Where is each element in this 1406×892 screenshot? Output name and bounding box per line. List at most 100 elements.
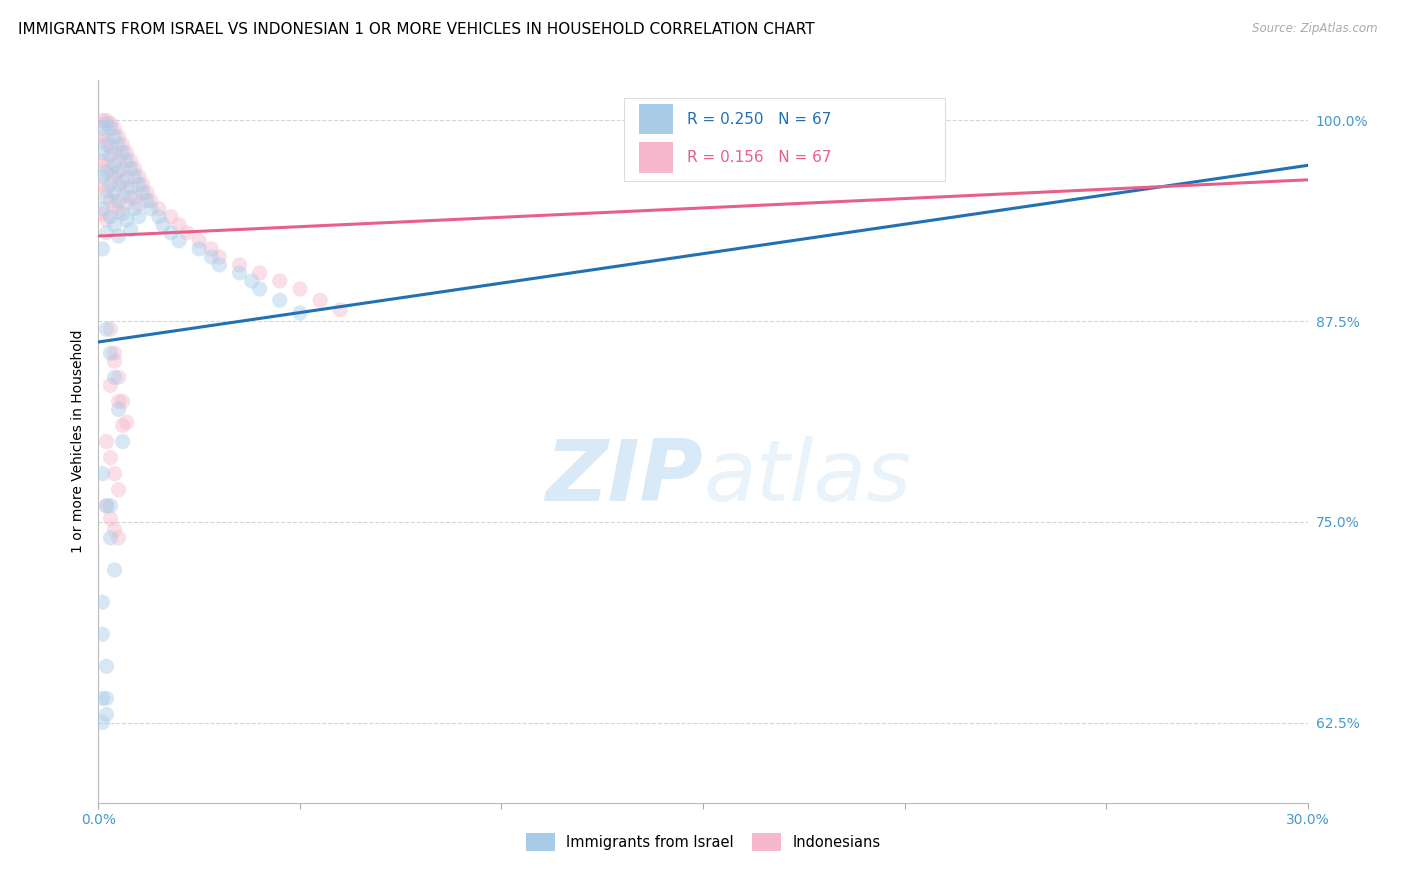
Point xyxy=(128,210,150,224)
Point xyxy=(124,169,146,184)
Point xyxy=(269,274,291,288)
Point xyxy=(152,218,174,232)
Point xyxy=(111,434,134,449)
Point xyxy=(103,121,125,136)
Point xyxy=(124,202,146,216)
Point xyxy=(96,133,118,147)
Point xyxy=(111,189,134,203)
Point xyxy=(115,145,138,160)
Point xyxy=(100,139,122,153)
Point xyxy=(100,511,122,525)
Point xyxy=(91,206,114,220)
Point xyxy=(96,158,118,172)
Point xyxy=(228,258,250,272)
Point xyxy=(100,378,122,392)
Point xyxy=(139,202,162,216)
Text: Source: ZipAtlas.com: Source: ZipAtlas.com xyxy=(1253,22,1378,36)
Point xyxy=(100,194,122,208)
Point xyxy=(120,161,142,176)
Point xyxy=(96,213,118,227)
Point xyxy=(91,169,114,184)
Point xyxy=(107,229,129,244)
Point xyxy=(288,306,311,320)
Point xyxy=(269,293,291,308)
Point xyxy=(96,499,118,513)
Point xyxy=(111,145,134,160)
Point xyxy=(115,181,138,195)
Point xyxy=(100,121,122,136)
Point xyxy=(91,691,114,706)
Point xyxy=(100,149,122,163)
Point xyxy=(96,226,118,240)
Point xyxy=(91,595,114,609)
Point xyxy=(120,181,142,195)
Y-axis label: 1 or more Vehicles in Household: 1 or more Vehicles in Household xyxy=(72,330,86,553)
Point xyxy=(249,282,271,296)
Point xyxy=(135,186,157,200)
Point xyxy=(148,210,170,224)
Point xyxy=(132,186,155,200)
Point xyxy=(100,499,122,513)
Point xyxy=(188,242,211,256)
Point xyxy=(96,184,118,198)
Point xyxy=(103,467,125,481)
Point xyxy=(103,145,125,160)
Point xyxy=(91,202,114,216)
Point xyxy=(107,402,129,417)
Point xyxy=(91,178,114,192)
Point xyxy=(103,171,125,186)
Point xyxy=(135,194,157,208)
Point xyxy=(120,222,142,236)
Point xyxy=(208,250,231,264)
Legend: Immigrants from Israel, Indonesians: Immigrants from Israel, Indonesians xyxy=(520,828,886,857)
Point xyxy=(96,499,118,513)
Text: ZIP: ZIP xyxy=(546,436,703,519)
Point xyxy=(91,129,114,144)
Point xyxy=(249,266,271,280)
Point xyxy=(103,129,125,144)
Point xyxy=(107,394,129,409)
Point xyxy=(103,200,125,214)
Point xyxy=(100,117,122,131)
Point xyxy=(91,715,114,730)
Point xyxy=(107,483,129,497)
Point xyxy=(176,226,198,240)
Point xyxy=(115,213,138,227)
Point xyxy=(111,206,134,220)
Point xyxy=(188,234,211,248)
Point xyxy=(139,194,162,208)
Point xyxy=(100,531,122,545)
Point xyxy=(107,370,129,384)
Point xyxy=(96,165,118,179)
Point xyxy=(111,174,134,188)
Point xyxy=(288,282,311,296)
Point xyxy=(96,659,118,673)
Point xyxy=(103,186,125,200)
Point xyxy=(111,418,134,433)
Point xyxy=(124,190,146,204)
Point xyxy=(100,450,122,465)
Point xyxy=(160,226,183,240)
Point xyxy=(128,178,150,192)
Point xyxy=(100,178,122,192)
Point xyxy=(107,531,129,545)
Point xyxy=(148,202,170,216)
Point xyxy=(107,137,129,152)
Point xyxy=(103,346,125,360)
Point xyxy=(103,370,125,384)
Point xyxy=(329,302,352,317)
Point xyxy=(107,178,129,192)
Point xyxy=(96,707,118,722)
Point xyxy=(107,165,129,179)
Point xyxy=(107,152,129,166)
Point xyxy=(128,169,150,184)
Point xyxy=(115,171,138,186)
Point xyxy=(91,121,114,136)
Point xyxy=(167,234,190,248)
Point xyxy=(111,161,134,176)
Point xyxy=(115,415,138,429)
Text: R = 0.250   N = 67: R = 0.250 N = 67 xyxy=(688,112,832,127)
Point xyxy=(96,434,118,449)
Point xyxy=(103,354,125,368)
Point xyxy=(160,210,183,224)
